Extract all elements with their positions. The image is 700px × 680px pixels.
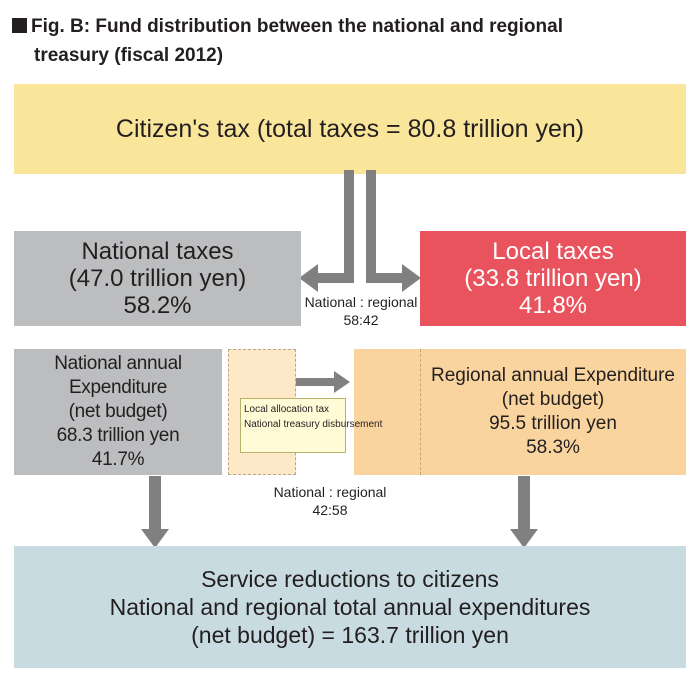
arrow-national-to-service xyxy=(141,476,169,548)
local-taxes-percent: 41.8% xyxy=(518,292,588,319)
arrow-transfer xyxy=(296,371,350,393)
citizen-tax-box: Citizen's tax (total taxes = 80.8 trilli… xyxy=(14,84,686,174)
national-taxes-label: National taxes xyxy=(81,238,234,265)
figure-title-line2: treasury (fiscal 2012) xyxy=(34,45,224,66)
service-box: Service reductions to citizens National … xyxy=(14,546,686,668)
regional-expenditure-box: Regional annual Expenditure (net budget)… xyxy=(354,349,686,475)
service-line2: National and regional total annual expen… xyxy=(109,594,591,620)
national-taxes-box: National taxes (47.0 trillion yen) 58.2% xyxy=(14,231,301,326)
expenditure-ratio-label: National : regional xyxy=(273,484,387,500)
national-expenditure-sub: (net budget) xyxy=(68,401,168,422)
citizen-tax-label: Citizen's tax (total taxes = 80.8 trilli… xyxy=(115,114,585,143)
figure-title-line1: Fig. B: Fund distribution between the na… xyxy=(31,16,563,37)
expenditure-ratio: National : regional 42:58 xyxy=(265,483,395,519)
transfer-note: Local allocation tax National treasury d… xyxy=(240,398,383,453)
national-expenditure-box: National annual Expenditure (net budget)… xyxy=(14,349,222,475)
regional-expenditure-label: Regional annual Expenditure xyxy=(430,365,675,386)
national-taxes-amount: (47.0 trillion yen) xyxy=(68,265,247,292)
transfer-note-line1: Local allocation tax xyxy=(244,404,330,415)
service-line3: (net budget) = 163.7 trillion yen xyxy=(191,622,509,648)
regional-expenditure-content: Regional annual Expenditure (net budget)… xyxy=(420,349,686,475)
local-taxes-label: Local taxes xyxy=(492,238,614,265)
square-bullet-icon xyxy=(12,18,27,33)
regional-box-divider xyxy=(420,349,421,475)
arrow-to-local-taxes xyxy=(366,170,421,292)
regional-expenditure-percent: 58.3% xyxy=(526,437,580,458)
local-taxes-amount: (33.8 trillion yen) xyxy=(464,265,642,292)
figure-title: Fig. B: Fund distribution between the na… xyxy=(12,12,692,70)
local-taxes-box: Local taxes (33.8 trillion yen) 41.8% xyxy=(420,231,686,326)
regional-expenditure-amount: 95.5 trillion yen xyxy=(489,413,617,434)
national-expenditure-label: National annual Expenditure xyxy=(54,353,182,398)
national-expenditure-amount: 68.3 trillion yen xyxy=(56,425,180,446)
arrow-regional-to-service xyxy=(510,476,538,548)
national-taxes-percent: 58.2% xyxy=(123,292,192,319)
transfer-note-line2: National treasury disbursement xyxy=(244,419,383,430)
expenditure-ratio-value: 42:58 xyxy=(312,502,348,518)
regional-expenditure-sub: (net budget) xyxy=(501,389,605,410)
tax-ratio-label: National : regional xyxy=(304,294,418,310)
service-line1: Service reductions to citizens xyxy=(201,566,499,592)
tax-ratio-value: 58:42 xyxy=(343,312,379,328)
national-expenditure-percent: 41.7% xyxy=(91,449,145,470)
tax-ratio: National : regional 58:42 xyxy=(302,293,420,329)
arrow-to-national-taxes xyxy=(299,170,354,292)
